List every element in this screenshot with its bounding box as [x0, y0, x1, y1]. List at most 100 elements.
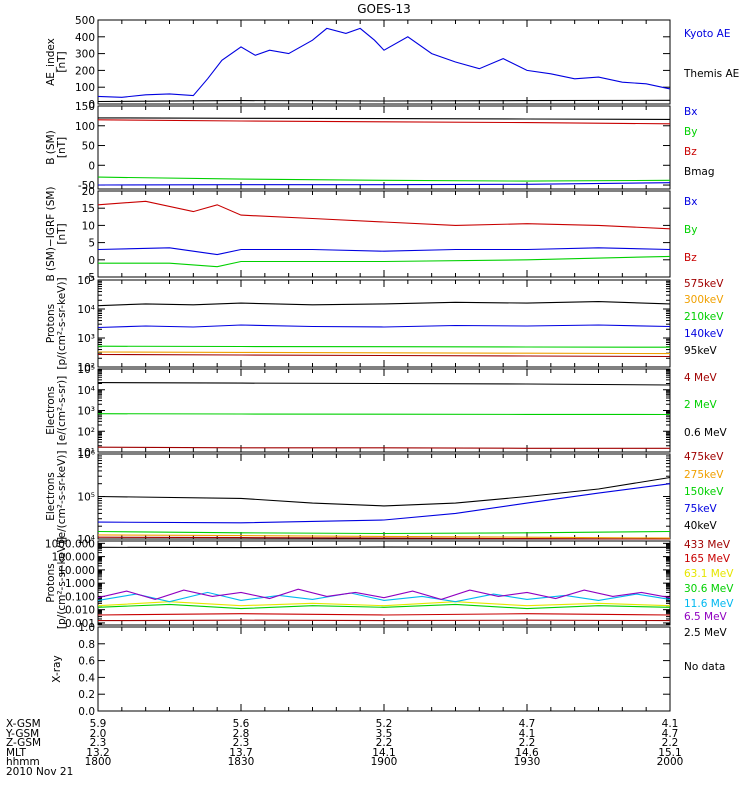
x-axis-value: 2.0 — [90, 728, 107, 740]
x-axis-value: 14.1 — [372, 747, 395, 759]
y-tick-label: 10⁵ — [77, 492, 95, 504]
y-tick-label: 10¹ — [77, 447, 95, 459]
panel-frame — [97, 19, 671, 105]
y-tick-label: 10⁶ — [77, 449, 95, 461]
y-tick-label: 10² — [77, 362, 95, 374]
legend-entry: 2 MeV — [684, 399, 718, 411]
y-tick-label: 200 — [75, 65, 95, 77]
y-axis-label: B (SM) — [45, 130, 57, 164]
panel-frame — [97, 368, 671, 453]
y-tick-label: 10⁵ — [77, 275, 95, 287]
x-axis-value: 2.2 — [376, 737, 393, 749]
x-axis-value: 4.7 — [662, 728, 679, 740]
y-tick-label: 0.2 — [78, 689, 95, 701]
panel-bigrf: -5 0 5 10 15 20 B (SM)−IGRF (SM) [nT] Bx By Bz — [45, 186, 697, 284]
y-tick-label: 50 — [82, 141, 95, 153]
series-line-themis-ae — [97, 99, 671, 103]
x-axis-value: 2.2 — [662, 737, 679, 749]
legend-entry: 165 MeV — [684, 553, 731, 565]
y-tick-label: 0 — [88, 99, 95, 111]
series-line-bx — [97, 247, 671, 256]
series-line-kyoto-ae — [97, 27, 671, 98]
x-axis-value: 15.1 — [658, 747, 681, 759]
y-axis-label: AE_index — [45, 38, 57, 86]
legend-entry: By — [684, 224, 697, 236]
x-axis-value: 4.7 — [519, 718, 536, 730]
legend-entry: 30.6 MeV — [684, 583, 734, 595]
y-axis-label: [nT] — [56, 137, 68, 158]
panel-ae: 0 100 200 300 400 500 AE_index [nT] Kyoto AE Them… — [45, 15, 739, 111]
legend-entry: Bz — [684, 252, 697, 264]
legend-entry: 0.6 MeV — [684, 427, 728, 439]
x-axis-value: 2.3 — [90, 737, 107, 749]
y-tick-label: 0.010 — [65, 605, 95, 617]
legend-entry: Bz — [684, 146, 697, 158]
legend-entry: Bx — [684, 196, 697, 208]
series-line-bz — [97, 200, 671, 230]
y-axis-label: Protons — [45, 304, 57, 343]
x-axis-value: 4.1 — [519, 728, 536, 740]
series-line-2-mev — [97, 413, 671, 416]
y-tick-label: 0.4 — [78, 672, 95, 684]
y-tick-label: 10.000 — [58, 565, 95, 577]
x-axis-value: 5.2 — [376, 718, 393, 730]
y-tick-label: 1.0 — [78, 622, 95, 634]
series-line-0.6-mev — [97, 382, 671, 386]
legend-entry: By — [684, 126, 697, 138]
y-axis-label: X-ray — [51, 655, 63, 682]
series-line-4-mev — [97, 446, 670, 449]
y-tick-label: -50 — [78, 180, 95, 192]
y-tick-label: 10⁴ — [77, 385, 95, 397]
legend-entry: 11.6 MeV — [684, 598, 734, 610]
series-line-95kev — [97, 301, 671, 307]
y-tick-label: 150 — [75, 101, 95, 113]
series-line-210kev — [97, 345, 671, 348]
x-axis-value: 1830 — [228, 756, 255, 768]
y-tick-label: 10⁵ — [77, 364, 95, 376]
x-axis-value: 5.6 — [233, 718, 250, 730]
series-line-6.5-mev — [97, 588, 671, 600]
y-tick-label: 10 — [82, 220, 95, 232]
x-axis-value: 14.6 — [515, 747, 539, 759]
y-axis-label: Electrons — [45, 386, 57, 435]
x-axis-value: 2.2 — [519, 737, 536, 749]
series-line-300kev — [97, 351, 671, 355]
y-tick-label: 100.000 — [52, 552, 95, 564]
y-tick-label: 300 — [75, 49, 95, 61]
legend-entry: 433 MeV — [684, 539, 731, 551]
x-axis-value: 4.1 — [662, 718, 679, 730]
y-axis-label: [nT] — [56, 51, 68, 72]
y-tick-label: 100 — [75, 121, 95, 133]
panel-bsm: -50 0 50 100 150 B (SM) [nT] Bx By Bz Bmag — [45, 101, 715, 192]
legend-entry: Bmag — [684, 166, 715, 178]
panel-xray: 0.0 0.2 0.4 0.6 0.8 1.0 X-ray No data — [51, 622, 725, 718]
x-axis-value: 1930 — [514, 756, 541, 768]
x-axis-value: 1900 — [371, 756, 398, 768]
y-tick-label: -5 — [85, 272, 95, 284]
legend-entry: 4 MeV — [684, 372, 718, 384]
legend-entry: 40keV — [684, 520, 718, 532]
chart-title: GOES-13 — [357, 2, 411, 16]
x-axis-value: 13.7 — [229, 747, 252, 759]
series-line-165-mev — [97, 613, 671, 616]
series-line-11.6-mev — [97, 591, 671, 603]
series-line-bmag — [97, 117, 671, 120]
legend-entry: 63.1 MeV — [684, 568, 734, 580]
x-axis-row-label: Z-GSM — [6, 737, 41, 749]
x-axis-table: X-GSM 5.9 5.6 5.2 4.7 4.1Y-GSM 2.0 2.8 3.5 4.1 4.7… — [5, 718, 683, 778]
x-axis-value: 3.5 — [376, 728, 393, 740]
y-axis-label: B (SM)−IGRF (SM) — [45, 186, 57, 281]
panel-electrons1: 10¹ 10² 10³ 10⁴ 10⁵ Electrons [e/(cm²-s-sr)] 4 … — [45, 364, 728, 459]
y-tick-label: 500 — [75, 15, 95, 27]
panel-electrons2: 10⁴ 10⁵ 10⁶ Electrons [e/(cm²-s-sr-keV)] 475k… — [45, 449, 724, 546]
legend-entry: Kyoto AE — [684, 28, 730, 40]
series-line-30.6-mev — [97, 603, 671, 610]
y-tick-label: 10³ — [77, 333, 95, 345]
y-tick-label: 0 — [88, 160, 95, 172]
legend-entry: 150keV — [684, 486, 724, 498]
x-axis-row-label: X-GSM — [6, 718, 41, 730]
y-tick-label: 15 — [82, 203, 95, 215]
y-tick-label: 0.001 — [65, 618, 95, 630]
